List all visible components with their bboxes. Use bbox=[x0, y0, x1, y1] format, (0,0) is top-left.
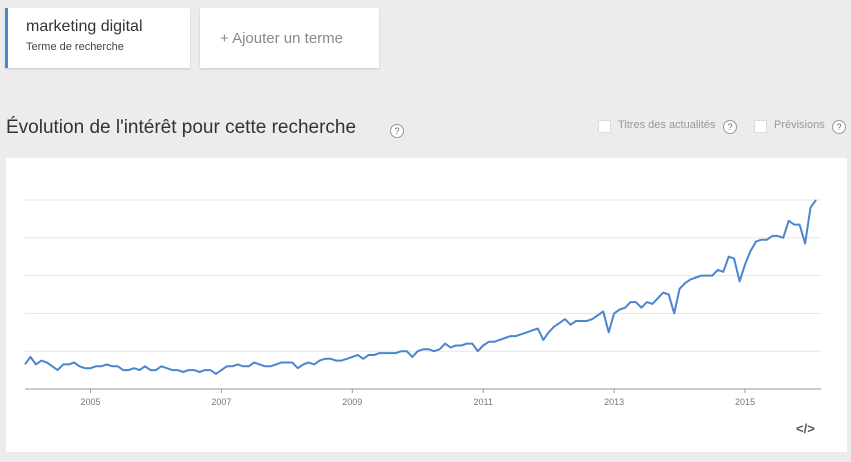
checkbox[interactable] bbox=[754, 120, 767, 133]
search-term: marketing digital bbox=[26, 18, 143, 35]
section-title: Évolution de l'intérêt pour cette recher… bbox=[6, 117, 357, 138]
option-label: Prévisions bbox=[774, 119, 825, 131]
help-icon[interactable]: ? bbox=[832, 120, 846, 134]
trend-line bbox=[24, 199, 817, 375]
search-term-card[interactable]: marketing digital Terme de recherche bbox=[5, 8, 190, 68]
add-term: + Ajouter un terme bbox=[220, 30, 343, 47]
x-tick-label: 2013 bbox=[604, 397, 624, 407]
x-tick-label: 2009 bbox=[342, 397, 362, 407]
x-tick-label: 2005 bbox=[80, 397, 100, 407]
x-tick-label: 2015 bbox=[735, 397, 755, 407]
add-term-card[interactable]: + Ajouter un terme bbox=[200, 8, 379, 68]
x-tick-label: 2007 bbox=[211, 397, 231, 407]
search-term-caption: Terme de recherche bbox=[26, 41, 124, 53]
checkbox[interactable] bbox=[598, 120, 611, 133]
help-icon[interactable]: ? bbox=[390, 124, 404, 138]
embed-button[interactable]: </> bbox=[796, 421, 815, 436]
chart-panel bbox=[6, 158, 847, 452]
x-tick-label: 2011 bbox=[474, 397, 493, 407]
help-icon[interactable]: ? bbox=[723, 120, 737, 134]
option-label: Titres des actualités bbox=[618, 119, 716, 131]
